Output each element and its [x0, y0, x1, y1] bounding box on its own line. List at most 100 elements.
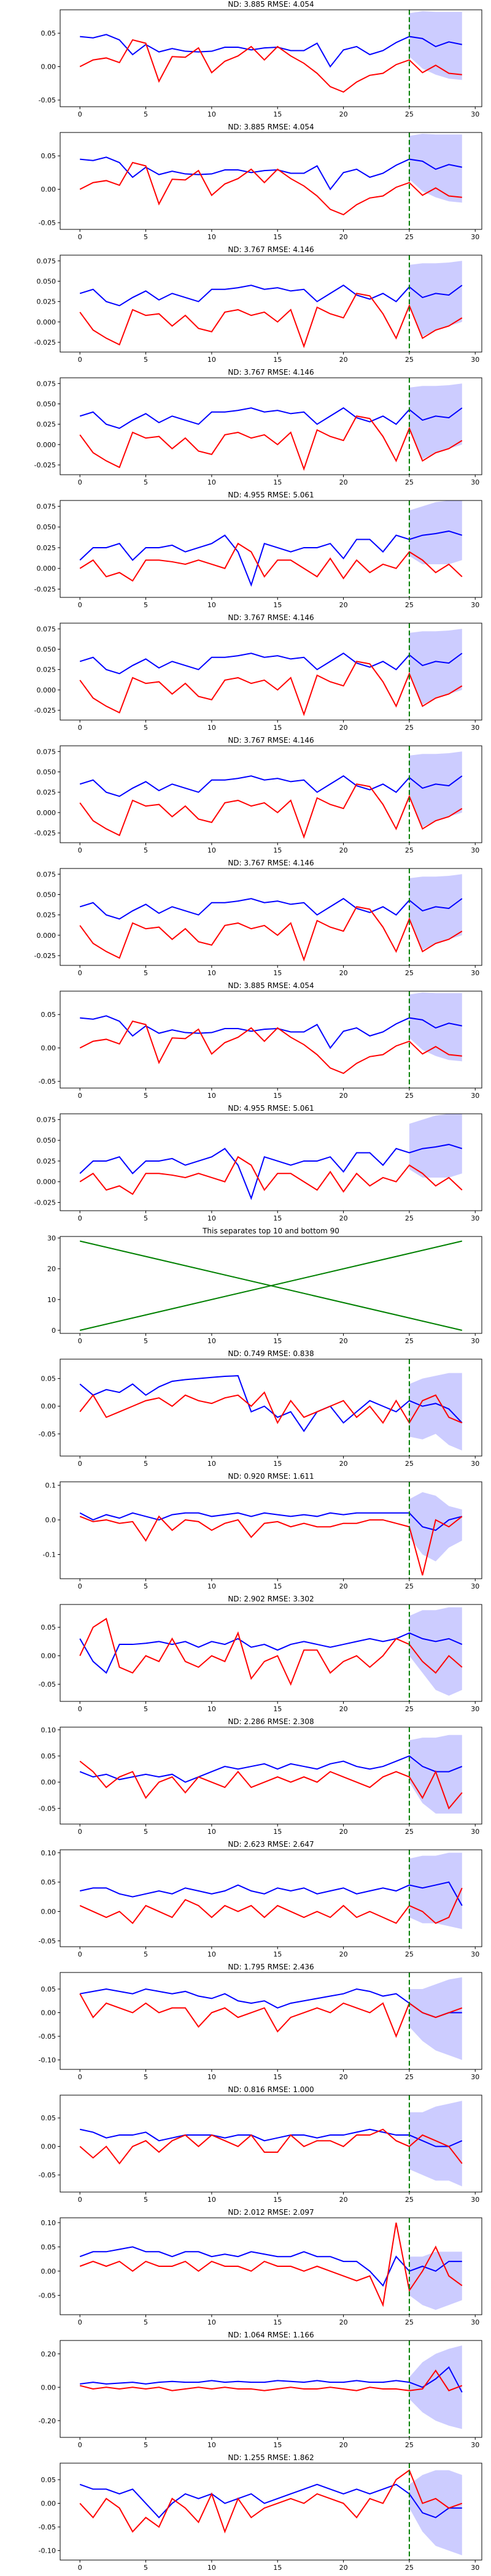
- x-tick-label: 25: [405, 1950, 414, 1958]
- x-tick-label: 20: [339, 846, 348, 854]
- x-tick-label: 10: [207, 2073, 216, 2081]
- x-tick-label: 5: [144, 233, 148, 241]
- series-line-1: [80, 34, 462, 68]
- x-tick-label: 0: [78, 1337, 82, 1345]
- y-tick-label: 0.025: [37, 421, 56, 429]
- forecast-band: [409, 1607, 462, 1696]
- chart-panel-16: ND: 2.623 RMSE: 2.647 0 5 10 15 20 25 30 -0.05 0.…: [39, 1840, 482, 1958]
- x-tick-label: 10: [207, 2441, 216, 2449]
- axes-frame: [60, 868, 482, 966]
- chart-title: ND: 1.255 RMSE: 1.862: [228, 2453, 314, 2462]
- axes-frame: [60, 1481, 482, 1579]
- series-line-2: [79, 293, 463, 348]
- y-tick-label: -0.025: [34, 829, 56, 837]
- y-tick-label: 0.05: [41, 1752, 56, 1760]
- x-tick-label: 5: [144, 478, 148, 486]
- x-tick-label: 25: [405, 2441, 414, 2449]
- axes-frame: [60, 2463, 482, 2561]
- x-tick-label: 0: [78, 846, 82, 854]
- series-line-2: [79, 1240, 463, 1331]
- y-tick-label: -0.05: [39, 1937, 56, 1945]
- x-tick-label: 0: [78, 1214, 82, 1222]
- x-tick-label: 20: [339, 233, 348, 241]
- x-tick-label: 30: [471, 846, 479, 854]
- x-tick-label: 25: [405, 110, 414, 118]
- x-tick-label: 15: [273, 601, 282, 609]
- series-line-2: [79, 1993, 463, 2038]
- x-tick-label: 20: [339, 110, 348, 118]
- y-tick-label: 0.00: [41, 186, 56, 194]
- y-tick-label: -0.05: [39, 2523, 56, 2531]
- forecast-band: [409, 2252, 462, 2310]
- y-tick-label: 0.05: [41, 2243, 56, 2251]
- chart-title: ND: 4.955 RMSE: 5.061: [228, 491, 314, 499]
- x-tick-label: 25: [405, 601, 414, 609]
- y-tick-label: 0.05: [41, 2476, 56, 2484]
- x-tick-label: 20: [339, 478, 348, 486]
- x-tick-label: 20: [339, 1214, 348, 1222]
- chart-title: This separates top 10 and bottom 90: [202, 1227, 339, 1235]
- series-line-1: [79, 2483, 462, 2519]
- x-tick-label: 25: [405, 1828, 414, 1836]
- axes-frame: [60, 991, 482, 1089]
- y-tick-label: 0.05: [41, 1985, 56, 1993]
- x-tick-label: 15: [273, 1214, 282, 1222]
- series-line-2: [79, 2128, 463, 2165]
- series-line-2: [79, 2222, 463, 2307]
- axes-frame: [60, 2217, 482, 2315]
- series-line-1: [80, 1015, 462, 1049]
- x-tick-label: 30: [471, 2318, 479, 2326]
- y-tick-label: 20: [47, 1265, 56, 1273]
- chart-title: ND: 4.955 RMSE: 5.061: [228, 1104, 314, 1113]
- chart-panel-20: ND: 1.064 RMSE: 1.166 0 5 10 15 20 25 30 -0.20 0.…: [39, 2331, 482, 2449]
- chart-title: ND: 3.885 RMSE: 4.054: [228, 0, 314, 9]
- y-tick-label: 0.050: [37, 400, 56, 408]
- x-tick-label: 0: [78, 1950, 82, 1958]
- x-tick-label: 30: [471, 478, 479, 486]
- y-tick-label: 0.000: [37, 809, 56, 817]
- x-tick-label: 20: [339, 1582, 348, 1590]
- chart-panel-14: ND: 2.902 RMSE: 3.302 0 5 10 15 20 25 30 -0.05 0.…: [39, 1595, 482, 1713]
- chart-panel-21: ND: 1.255 RMSE: 1.862 0 5 10 15 20 25 30 -0.10 -0…: [39, 2453, 482, 2572]
- x-tick-label: 5: [144, 1092, 148, 1100]
- y-tick-label: -0.05: [39, 1804, 56, 1812]
- x-tick-label: 10: [207, 1705, 216, 1713]
- axes-frame: [60, 1236, 482, 1334]
- x-tick-label: 10: [207, 2564, 216, 2572]
- forecast-band: [409, 751, 462, 827]
- axes-frame: [60, 1604, 482, 1702]
- chart-panel-7: ND: 3.767 RMSE: 4.146 0 5 10 15 20 25 30 -0.025 0…: [34, 736, 482, 854]
- x-tick-label: 0: [78, 2564, 82, 2572]
- y-tick-label: 0.00: [41, 2009, 56, 2017]
- y-tick-label: -0.20: [39, 2417, 56, 2425]
- axes-frame: [60, 1727, 482, 1825]
- x-tick-label: 10: [207, 846, 216, 854]
- x-tick-label: 5: [144, 846, 148, 854]
- x-tick-label: 10: [207, 1582, 216, 1590]
- x-tick-label: 10: [207, 601, 216, 609]
- chart-panel-11: This separates top 10 and bottom 90 0 5 10 1…: [47, 1227, 482, 1345]
- y-tick-label: 0.075: [37, 257, 56, 265]
- x-tick-label: 20: [339, 969, 348, 977]
- y-tick-label: -0.05: [39, 2171, 56, 2179]
- x-tick-label: 5: [144, 2441, 148, 2449]
- x-tick-label: 5: [144, 1828, 148, 1836]
- forecast-band: [409, 992, 462, 1062]
- x-tick-label: 0: [78, 969, 82, 977]
- chart-panel-13: ND: 0.920 RMSE: 1.611 0 5 10 15 20 25 30 -0.1 0.0…: [43, 1472, 482, 1590]
- x-tick-label: 10: [207, 356, 216, 364]
- x-tick-label: 15: [273, 846, 282, 854]
- x-tick-label: 20: [339, 1337, 348, 1345]
- y-tick-label: 0.00: [41, 63, 56, 71]
- x-tick-label: 0: [78, 110, 82, 118]
- x-tick-label: 10: [207, 1092, 216, 1100]
- y-tick-label: 0.05: [41, 1879, 56, 1887]
- x-tick-label: 10: [207, 1828, 216, 1836]
- series-line-2: [79, 2469, 463, 2534]
- forecast-band: [409, 1735, 462, 1814]
- y-tick-label: 0.075: [37, 1116, 56, 1124]
- axes-frame: [60, 2095, 482, 2193]
- y-tick-label: 0.075: [37, 380, 56, 388]
- y-tick-label: -0.05: [39, 1430, 56, 1438]
- axes-frame: [60, 1359, 482, 1457]
